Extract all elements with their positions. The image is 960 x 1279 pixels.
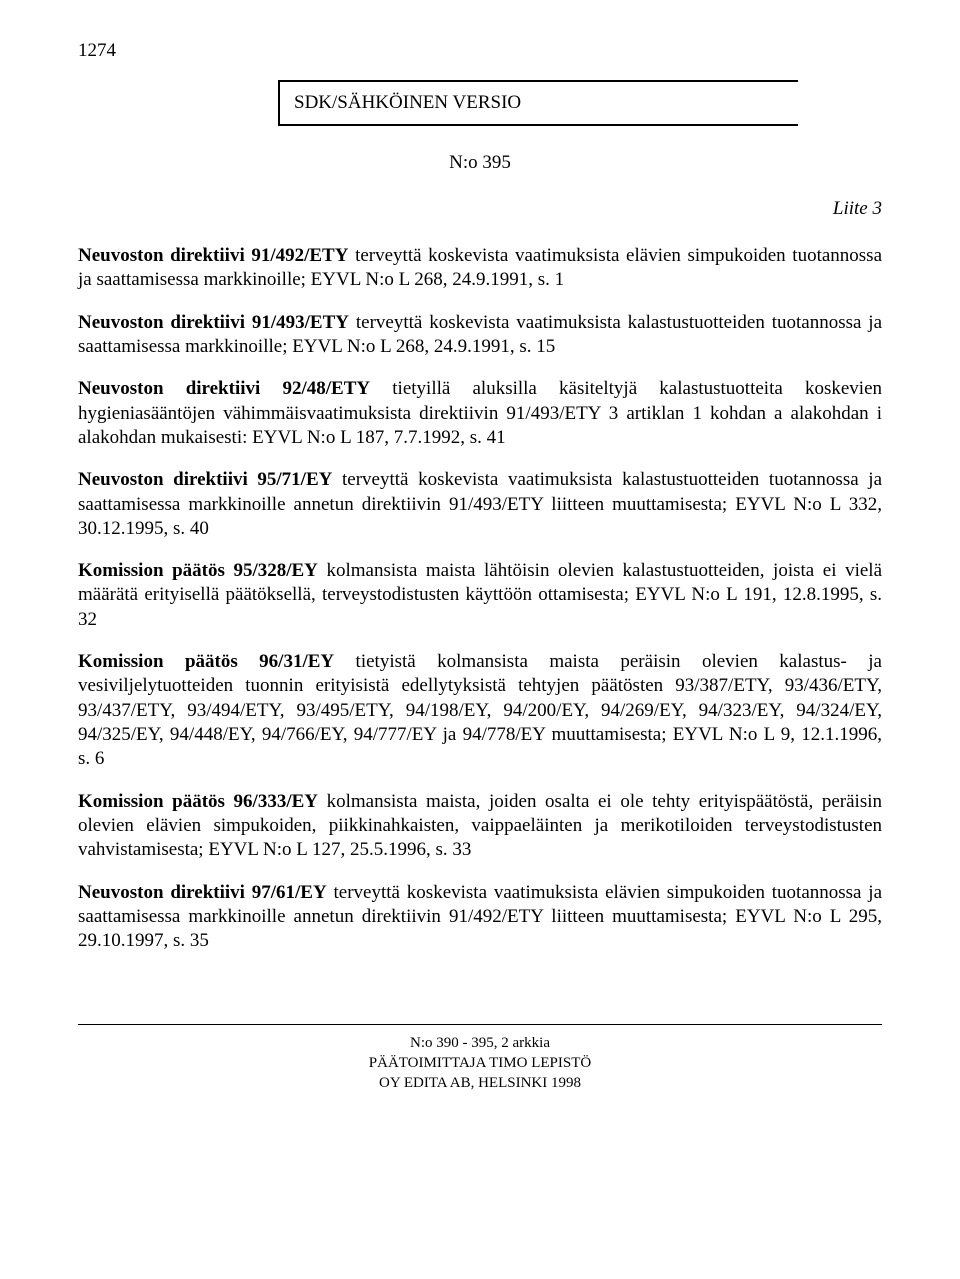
paragraph-7-bold: Komission päätös 96/333/EY xyxy=(78,791,318,812)
paragraph-4: Neuvoston direktiivi 95/71/EY terveyttä … xyxy=(78,468,882,541)
footer-line-3: OY EDITA AB, HELSINKI 1998 xyxy=(78,1073,882,1093)
page-number: 1274 xyxy=(78,40,882,62)
attachment-label: Liite 3 xyxy=(78,198,882,220)
footer-line-1: N:o 390 - 395, 2 arkkia xyxy=(78,1033,882,1053)
document-number: N:o 395 xyxy=(78,152,882,174)
paragraph-5: Komission päätös 95/328/EY kolmansista m… xyxy=(78,559,882,632)
document-page: 1274 SDK/SÄHKÖINEN VERSIO N:o 395 Liite … xyxy=(0,0,960,1279)
paragraph-8: Neuvoston direktiivi 97/61/EY terveyttä … xyxy=(78,881,882,954)
paragraph-2: Neuvoston direktiivi 91/493/ETY terveytt… xyxy=(78,311,882,360)
paragraph-3: Neuvoston direktiivi 92/48/ETY tietyillä… xyxy=(78,377,882,450)
paragraph-1: Neuvoston direktiivi 91/492/ETY terveytt… xyxy=(78,244,882,293)
paragraph-5-bold: Komission päätös 95/328/EY xyxy=(78,560,318,581)
paragraph-2-bold: Neuvoston direktiivi 91/493/ETY xyxy=(78,312,349,333)
footer: N:o 390 - 395, 2 arkkia PÄÄTOIMITTAJA TI… xyxy=(78,1033,882,1094)
paragraph-1-bold: Neuvoston direktiivi 91/492/ETY xyxy=(78,245,348,266)
footer-line-2: PÄÄTOIMITTAJA TIMO LEPISTÖ xyxy=(78,1053,882,1073)
paragraph-7: Komission päätös 96/333/EY kolmansista m… xyxy=(78,790,882,863)
paragraph-6-bold: Komission päätös 96/31/EY xyxy=(78,651,334,672)
paragraph-6: Komission päätös 96/31/EY tietyistä kolm… xyxy=(78,650,882,772)
paragraph-8-bold: Neuvoston direktiivi 97/61/EY xyxy=(78,882,327,903)
footer-separator xyxy=(78,1024,882,1025)
paragraph-3-bold: Neuvoston direktiivi 92/48/ETY xyxy=(78,378,370,399)
version-box: SDK/SÄHKÖINEN VERSIO xyxy=(278,80,798,126)
paragraph-4-bold: Neuvoston direktiivi 95/71/EY xyxy=(78,469,332,490)
